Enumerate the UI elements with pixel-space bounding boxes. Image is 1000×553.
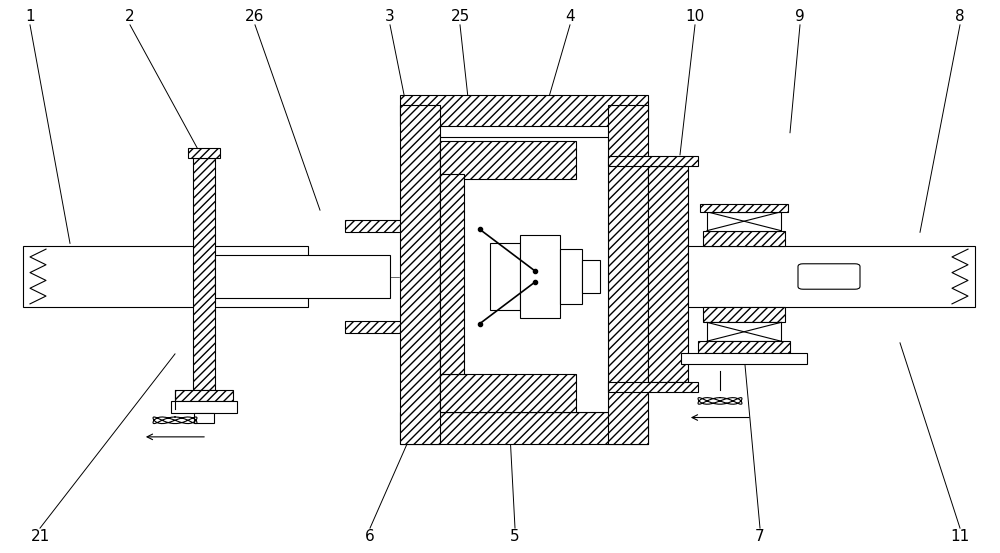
Bar	[608, 105, 648, 444]
Bar	[400, 412, 648, 444]
Text: 4: 4	[565, 9, 575, 24]
Bar	[345, 321, 410, 333]
Bar	[400, 95, 648, 126]
Text: 6: 6	[365, 529, 375, 544]
Bar	[688, 246, 975, 307]
Bar	[440, 374, 576, 412]
Bar	[188, 148, 220, 158]
Bar	[440, 174, 464, 374]
Bar	[520, 235, 560, 318]
Bar	[703, 307, 785, 322]
Text: 25: 25	[450, 9, 470, 24]
Text: 5: 5	[510, 529, 520, 544]
Bar	[215, 255, 390, 298]
Bar	[703, 231, 785, 246]
Text: 8: 8	[955, 9, 965, 24]
Bar	[171, 401, 237, 413]
Text: 3: 3	[385, 9, 395, 24]
Bar	[175, 390, 233, 401]
Text: 7: 7	[755, 529, 765, 544]
Text: 11: 11	[950, 529, 970, 544]
Bar	[560, 249, 582, 304]
Bar	[23, 246, 308, 307]
Bar	[707, 322, 781, 341]
Bar	[608, 382, 698, 392]
Text: 2: 2	[125, 9, 135, 24]
Bar	[490, 243, 520, 310]
Text: 10: 10	[685, 9, 705, 24]
Bar	[400, 105, 440, 444]
Bar	[440, 141, 576, 179]
Bar	[582, 260, 600, 293]
FancyBboxPatch shape	[798, 264, 860, 289]
Bar	[193, 158, 215, 390]
Bar	[440, 137, 608, 412]
Text: 9: 9	[795, 9, 805, 24]
Bar	[707, 212, 781, 231]
Text: 1: 1	[25, 9, 35, 24]
Bar	[194, 413, 214, 423]
Bar	[700, 204, 788, 212]
Bar	[608, 156, 698, 166]
Bar	[681, 353, 807, 364]
Bar	[345, 220, 410, 232]
Bar	[698, 341, 790, 353]
Text: 26: 26	[245, 9, 265, 24]
Bar	[648, 166, 688, 382]
Text: 21: 21	[30, 529, 50, 544]
